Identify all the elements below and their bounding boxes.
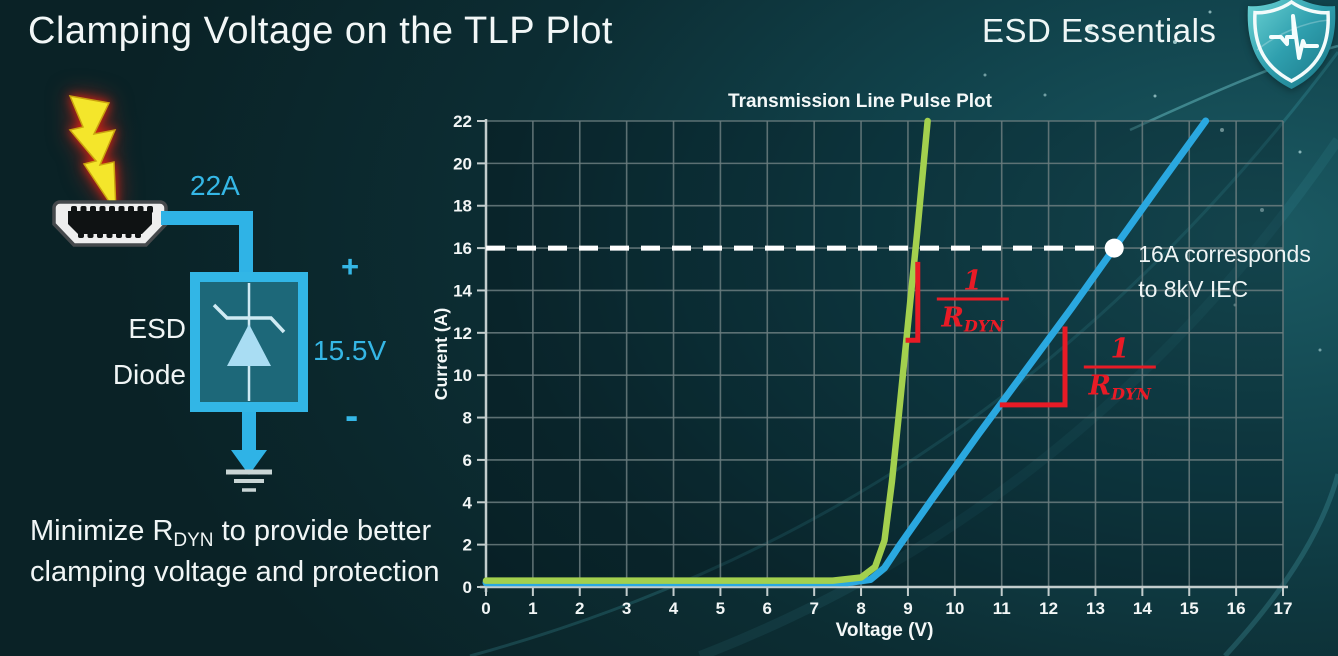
x-axis-label: Voltage (V) bbox=[836, 620, 934, 641]
y-tick-label: 20 bbox=[453, 154, 472, 173]
x-tick-label: 10 bbox=[945, 599, 964, 618]
x-tick-label: 2 bbox=[575, 599, 584, 618]
rdyn-sub: DYN bbox=[963, 316, 1004, 336]
y-tick-label: 16 bbox=[453, 239, 472, 258]
x-tick-label: 1 bbox=[528, 599, 537, 618]
plus-terminal-label: + bbox=[341, 249, 360, 284]
x-tick-label: 11 bbox=[993, 599, 1011, 618]
x-tick-label: 8 bbox=[856, 599, 865, 618]
rdyn-fraction-green: 1 RDYN bbox=[936, 265, 1009, 336]
rdyn-fraction-denominator: RDYN bbox=[936, 297, 1009, 336]
x-tick-label: 14 bbox=[1133, 599, 1152, 618]
clamping-voltage-label: 15.5V bbox=[313, 335, 387, 366]
x-tick-label: 9 bbox=[903, 599, 912, 618]
slope-indicator-green bbox=[905, 261, 921, 343]
y-tick-label: 22 bbox=[453, 112, 472, 131]
y-tick-label: 12 bbox=[453, 324, 472, 343]
x-tick-label: 5 bbox=[716, 599, 725, 618]
x-tick-label: 3 bbox=[622, 599, 631, 618]
minus-terminal-label: - bbox=[345, 394, 359, 438]
y-tick-label: 4 bbox=[463, 493, 473, 512]
swoosh-line bbox=[1223, 473, 1338, 656]
x-tick-label: 12 bbox=[1039, 599, 1058, 618]
series-blue-diode-iv-curve-high-rdyn bbox=[482, 117, 1210, 587]
x-tick-label: 0 bbox=[481, 599, 490, 618]
circuit-wire-top bbox=[161, 211, 253, 272]
hdmi-connector-icon bbox=[52, 200, 168, 247]
rdyn-r: R bbox=[1088, 370, 1112, 402]
arrow-down-icon bbox=[231, 450, 267, 475]
y-tick-label: 10 bbox=[453, 366, 472, 385]
note-suffix: to provide better clamping voltage and p… bbox=[30, 515, 440, 589]
x-tick-label: 4 bbox=[669, 599, 679, 618]
x-tick-label: 15 bbox=[1180, 599, 1199, 618]
surge-current-label: 22A bbox=[190, 170, 240, 201]
x-tick-label: 7 bbox=[809, 599, 818, 618]
x-tick-label: 16 bbox=[1227, 599, 1246, 618]
esd-diode-label: ESD Diode bbox=[58, 306, 186, 398]
ground-icon bbox=[226, 469, 272, 492]
y-tick-label: 8 bbox=[463, 409, 472, 428]
x-tick-label: 17 bbox=[1274, 599, 1293, 618]
y-tick-label: 18 bbox=[453, 197, 472, 216]
lightning-icon bbox=[68, 95, 117, 215]
note-subscript: DYN bbox=[173, 530, 214, 551]
rdyn-fraction-blue: 1 RDYN bbox=[1083, 333, 1157, 404]
esd-diode-symbol bbox=[190, 272, 308, 412]
reference-line-label: 16A corresponds to 8kV IEC bbox=[1138, 241, 1311, 302]
swoosh-line bbox=[469, 51, 1338, 656]
page-title: Clamping Voltage on the TLP Plot bbox=[28, 10, 613, 52]
slope-indicator-blue bbox=[999, 326, 1068, 408]
rdyn-fraction-denominator: RDYN bbox=[1083, 365, 1157, 404]
chart-title: Transmission Line Pulse Plot bbox=[728, 91, 993, 112]
note-prefix: Minimize R bbox=[30, 515, 174, 547]
swoosh-line bbox=[698, 137, 1338, 656]
brand-name: ESD Essentials bbox=[982, 12, 1217, 49]
reference-point-marker bbox=[1104, 238, 1124, 258]
series-green-diode-iv-curve-low-rdyn bbox=[482, 117, 931, 584]
rdyn-fraction-numerator: 1 bbox=[1110, 333, 1130, 365]
rdyn-fraction-numerator: 1 bbox=[963, 265, 983, 297]
takeaway-note: Minimize RDYN to provide better clamping… bbox=[30, 512, 462, 591]
y-axis-label: Current (A) bbox=[431, 308, 451, 400]
esd-circuit-diagram bbox=[52, 95, 308, 492]
y-tick-label: 2 bbox=[463, 536, 472, 555]
esd-diode-label-line2: Diode bbox=[112, 359, 186, 390]
esd-diode-label-line1: ESD bbox=[128, 313, 186, 344]
shield-pulse-icon bbox=[1247, 0, 1336, 89]
rdyn-r: R bbox=[941, 302, 964, 334]
x-tick-label: 13 bbox=[1086, 599, 1105, 618]
rdyn-sub: DYN bbox=[1111, 384, 1152, 404]
y-tick-label: 6 bbox=[463, 451, 472, 470]
x-tick-label: 6 bbox=[763, 599, 772, 618]
y-tick-label: 14 bbox=[453, 281, 472, 300]
y-tick-label: 0 bbox=[463, 578, 472, 597]
